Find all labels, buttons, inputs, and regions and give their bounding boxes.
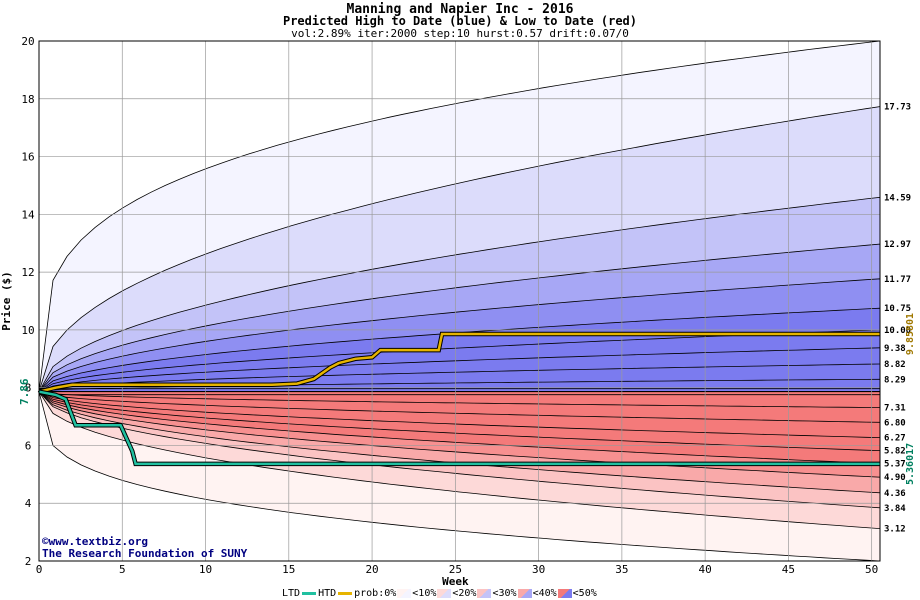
htd-final-label: 9.85801 xyxy=(905,313,916,355)
legend-htd-swatch xyxy=(338,592,353,595)
right-value-label: 9.38 xyxy=(884,344,906,354)
y-tick-label: 6 xyxy=(25,439,32,452)
high-to-date-line xyxy=(38,332,880,393)
plot-frame xyxy=(38,40,881,562)
y-axis-label: Price ($) xyxy=(0,271,13,331)
right-value-label: 4.90 xyxy=(884,473,906,483)
right-value-label: 10.00 xyxy=(884,326,911,336)
legend-label-2: <20% xyxy=(452,588,477,599)
high-band-6 xyxy=(37,307,881,393)
right-value-label: 8.82 xyxy=(884,360,906,370)
x-tick-label: 25 xyxy=(449,563,462,576)
right-value-label: 17.73 xyxy=(884,103,911,113)
legend-prob-label: prob:0% xyxy=(354,588,397,599)
right-value-label: 5.37 xyxy=(884,460,906,470)
x-tick-label: 10 xyxy=(199,563,212,576)
legend-label-5: <50% xyxy=(572,588,597,599)
x-axis-label: Week xyxy=(442,575,469,588)
chart-subtitle: Predicted High to Date (blue) & Low to D… xyxy=(282,14,637,28)
legend-swatch-5 xyxy=(557,589,572,598)
legend-swatch-1 xyxy=(397,589,412,598)
low-quantile-line-3 xyxy=(38,391,881,423)
legend-items: <10% <20% <30% <40% <50% xyxy=(396,588,597,599)
x-tick-label: 20 xyxy=(365,563,378,576)
x-tick-label: 30 xyxy=(532,563,545,576)
low-quantile-line-2 xyxy=(38,391,881,438)
high-quantile-line-2 xyxy=(38,347,881,393)
right-value-label: 8.29 xyxy=(884,375,906,385)
y-tick-label: 2 xyxy=(25,555,32,568)
right-value-label: 3.84 xyxy=(884,504,906,514)
right-value-label: 14.59 xyxy=(884,193,911,203)
x-tick-label: 15 xyxy=(282,563,295,576)
start-price-label: 7.86 xyxy=(18,378,31,405)
x-tick-label: 50 xyxy=(865,563,878,576)
right-value-label: 6.80 xyxy=(884,418,906,428)
x-tick-label: 35 xyxy=(615,563,628,576)
y-tick-label: 8 xyxy=(25,382,32,395)
y-tick-label: 12 xyxy=(21,266,34,279)
right-value-label: 5.82 xyxy=(884,447,906,457)
credit-organization: The Research Foundation of SUNY xyxy=(42,547,248,560)
y-tick-label: 20 xyxy=(21,35,34,48)
right-value-label: 10.75 xyxy=(884,304,911,314)
legend-htd-label: HTD xyxy=(318,588,337,599)
legend-swatch-4 xyxy=(517,589,532,598)
low-to-date-line xyxy=(38,390,880,466)
y-tick-label: 18 xyxy=(21,93,34,106)
right-value-label: 6.27 xyxy=(884,434,906,444)
right-value-label: 7.31 xyxy=(884,404,906,414)
ltd-final-label: 5.36017 xyxy=(905,443,916,485)
legend-label-1: <10% xyxy=(412,588,437,599)
x-tick-label: 45 xyxy=(782,563,795,576)
right-value-label: 4.36 xyxy=(884,489,906,499)
y-tick-label: 16 xyxy=(21,151,34,164)
legend: LTD HTD prob:0% <10% <20% <30% <40% <50% xyxy=(282,587,597,600)
legend-swatch-2 xyxy=(437,589,452,598)
legend-label-4: <40% xyxy=(532,588,557,599)
chart-title: Manning and Napier Inc - 2016 xyxy=(346,2,574,17)
right-value-label: 3.12 xyxy=(884,525,906,535)
credit-website: ©www.textbiz.org xyxy=(42,535,148,548)
y-tick-label: 4 xyxy=(25,497,32,510)
legend-ltd-swatch xyxy=(302,592,317,595)
right-value-label: 12.97 xyxy=(884,240,911,250)
x-tick-label: 0 xyxy=(36,563,43,576)
legend-swatch-3 xyxy=(477,589,492,598)
x-tick-label: 5 xyxy=(119,563,126,576)
right-value-label: 11.77 xyxy=(884,275,911,285)
legend-ltd-label: LTD xyxy=(282,588,301,599)
legend-label-3: <30% xyxy=(492,588,517,599)
y-tick-label: 10 xyxy=(21,324,34,337)
low-quantile-line-4 xyxy=(38,391,881,408)
x-tick-label: 40 xyxy=(699,563,712,576)
chart-params: vol:2.89% iter:2000 step:10 hurst:0.57 d… xyxy=(291,27,629,40)
y-tick-label: 14 xyxy=(21,208,35,221)
high-quantile-line-3 xyxy=(38,363,881,393)
